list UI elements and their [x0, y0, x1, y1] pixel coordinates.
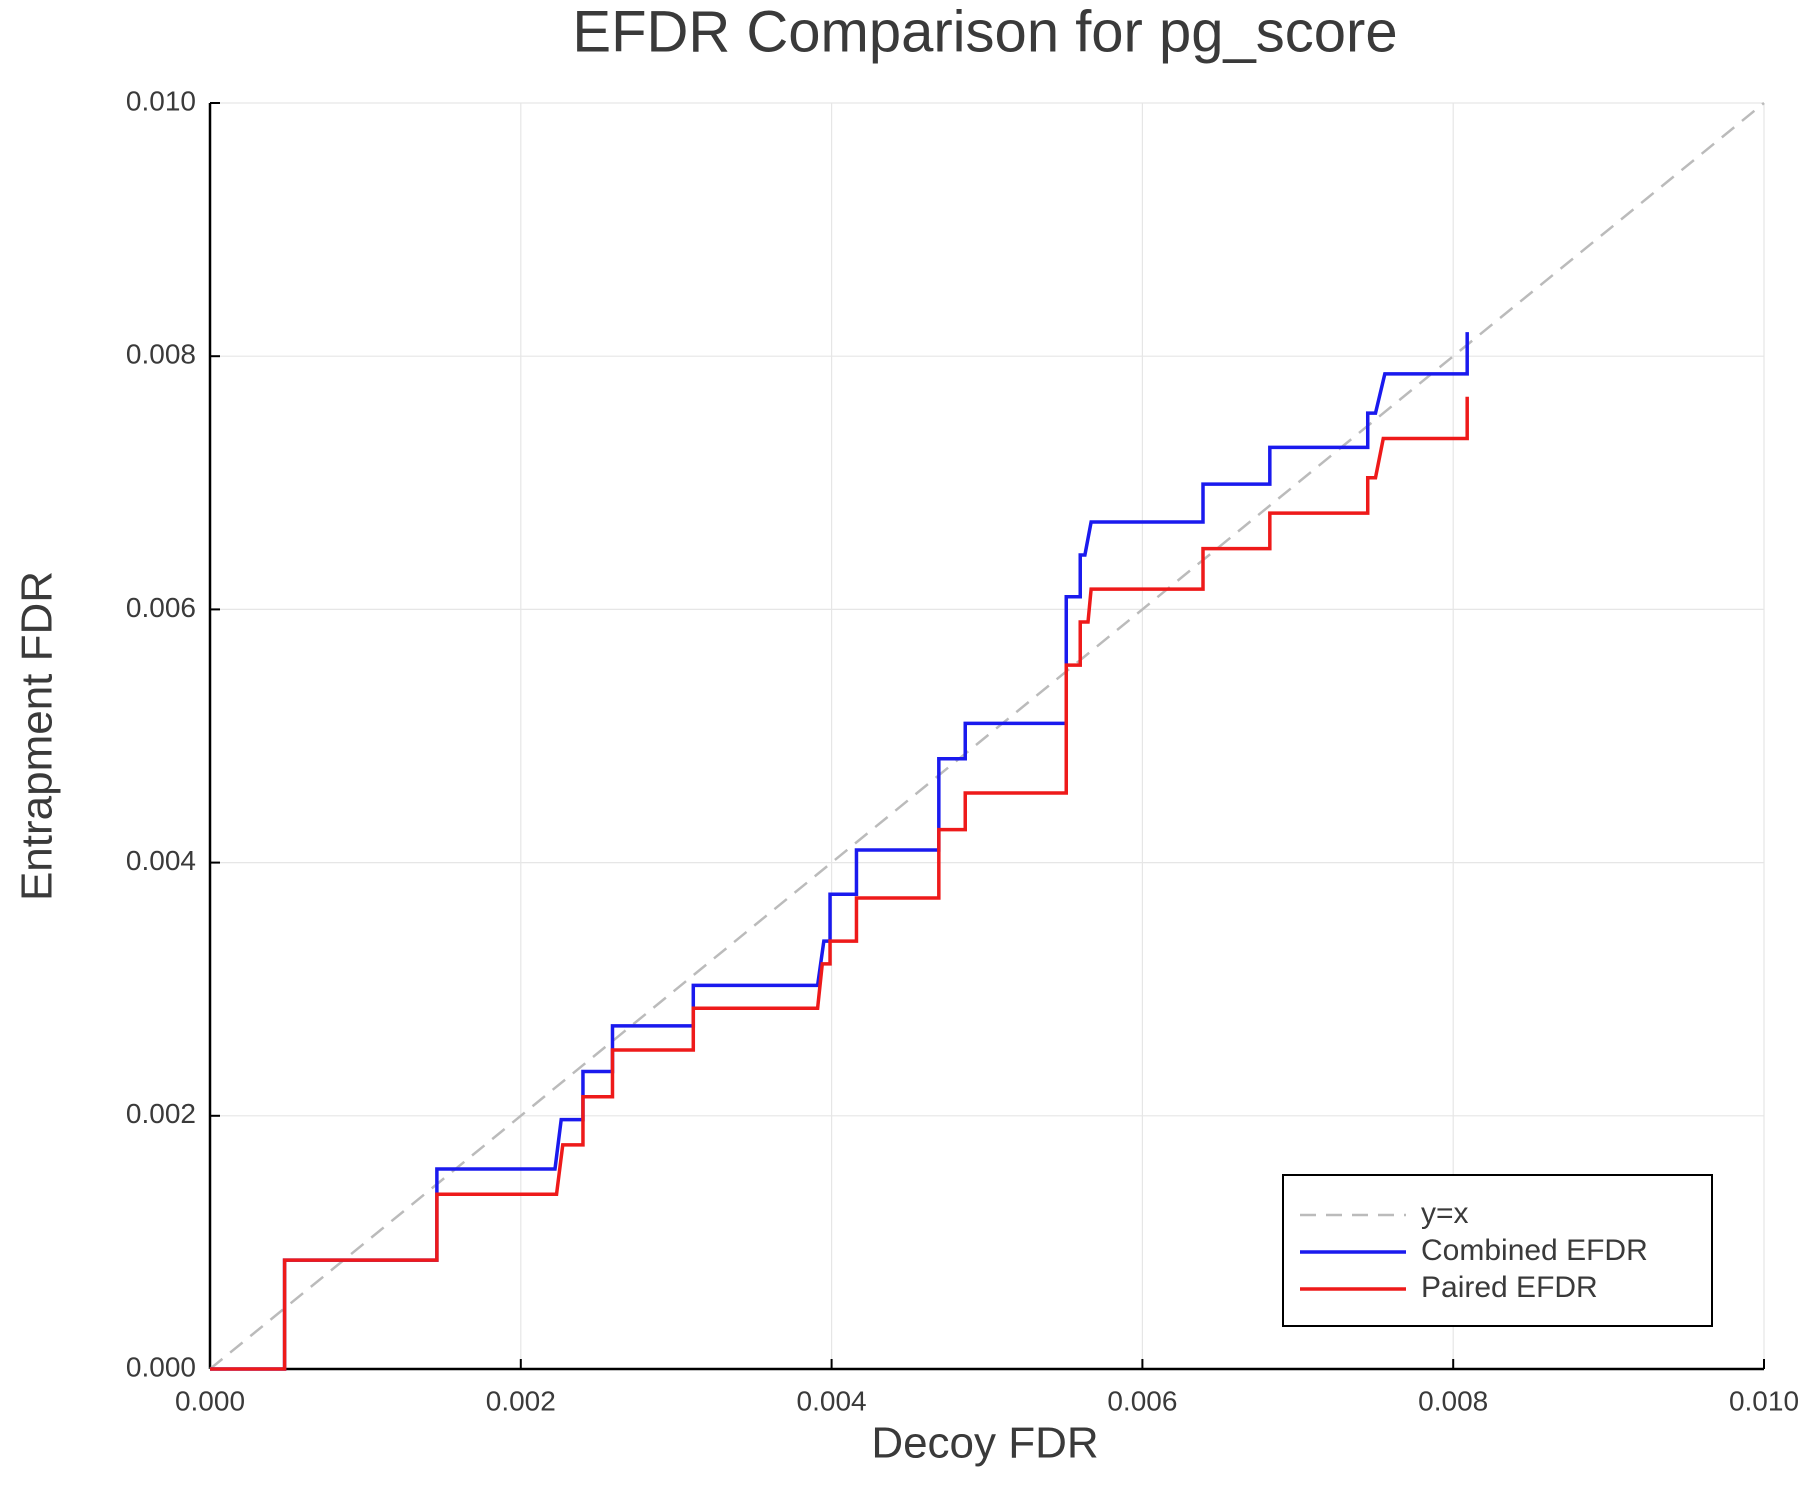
legend-label: y=x — [1421, 1197, 1469, 1230]
chart-title: EFDR Comparison for pg_score — [572, 0, 1397, 64]
x-tick-label: 0.006 — [1107, 1385, 1177, 1416]
y-tick-label: 0.010 — [126, 85, 196, 116]
y-tick-label: 0.004 — [126, 845, 196, 876]
legend-label: Paired EFDR — [1421, 1271, 1598, 1304]
y-tick-label: 0.008 — [126, 339, 196, 370]
y-axis-label: Entrapment FDR — [13, 571, 62, 901]
x-axis-label: Decoy FDR — [871, 1419, 1098, 1468]
data-line — [209, 102, 1765, 1370]
y-tick-label: 0.002 — [126, 1098, 196, 1129]
x-tick-label: 0.002 — [486, 1385, 556, 1416]
x-tick-label: 0.004 — [797, 1385, 867, 1416]
x-tick-label: 0.008 — [1418, 1385, 1488, 1416]
data-line — [210, 332, 1469, 1371]
legend-label: Combined EFDR — [1421, 1234, 1648, 1267]
y-tick-label: 0.000 — [126, 1351, 196, 1382]
x-tick-label: 0.000 — [175, 1385, 245, 1416]
data-line — [210, 396, 1469, 1371]
x-tick-label: 0.010 — [1729, 1385, 1799, 1416]
y-tick-label: 0.006 — [126, 592, 196, 623]
